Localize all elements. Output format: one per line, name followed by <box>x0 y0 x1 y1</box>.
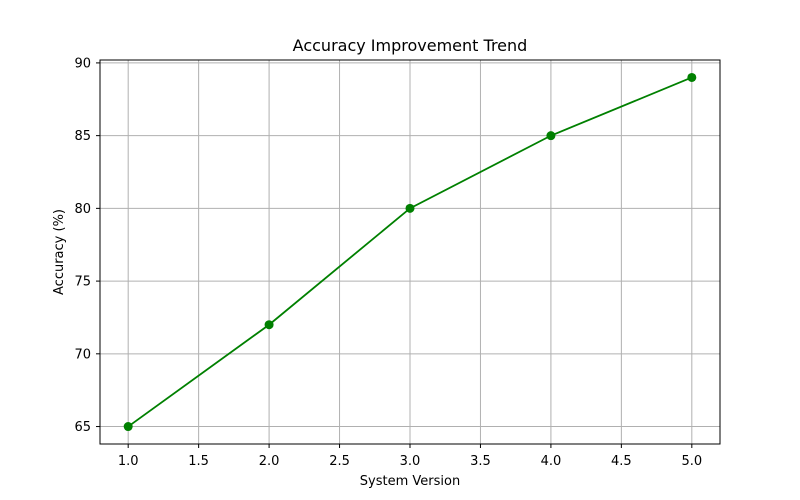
data-point <box>405 203 415 213</box>
x-tick-label: 2.0 <box>259 454 280 469</box>
ticks: 1.0 1.5 2.0 2.5 3.0 3.5 4.0 4.5 5.0 65 70 75 80 85 90 <box>74 56 702 469</box>
y-tick-label: 75 <box>74 275 91 290</box>
chart-title: Accuracy Improvement Trend <box>293 36 528 55</box>
grid <box>100 60 720 444</box>
data-point <box>546 131 556 141</box>
x-axis-label: System Version <box>360 474 460 489</box>
series-layer <box>123 72 697 432</box>
y-axis-label: Accuracy (%) <box>52 209 67 295</box>
data-point <box>123 422 133 432</box>
x-tick-label: 2.5 <box>329 454 350 469</box>
x-tick-label: 4.5 <box>611 454 632 469</box>
x-tick-label: 5.0 <box>681 454 702 469</box>
y-tick-label: 65 <box>74 420 91 435</box>
y-tick-label: 90 <box>74 56 91 71</box>
x-tick-label: 1.5 <box>188 454 209 469</box>
y-tick-label: 80 <box>74 202 91 217</box>
data-point <box>687 72 697 82</box>
data-point <box>264 320 274 330</box>
x-tick-label: 3.0 <box>400 454 421 469</box>
x-tick-label: 1.0 <box>118 454 139 469</box>
x-tick-label: 4.0 <box>541 454 562 469</box>
y-tick-label: 70 <box>74 347 91 362</box>
y-tick-label: 85 <box>74 129 91 144</box>
x-tick-label: 3.5 <box>470 454 491 469</box>
